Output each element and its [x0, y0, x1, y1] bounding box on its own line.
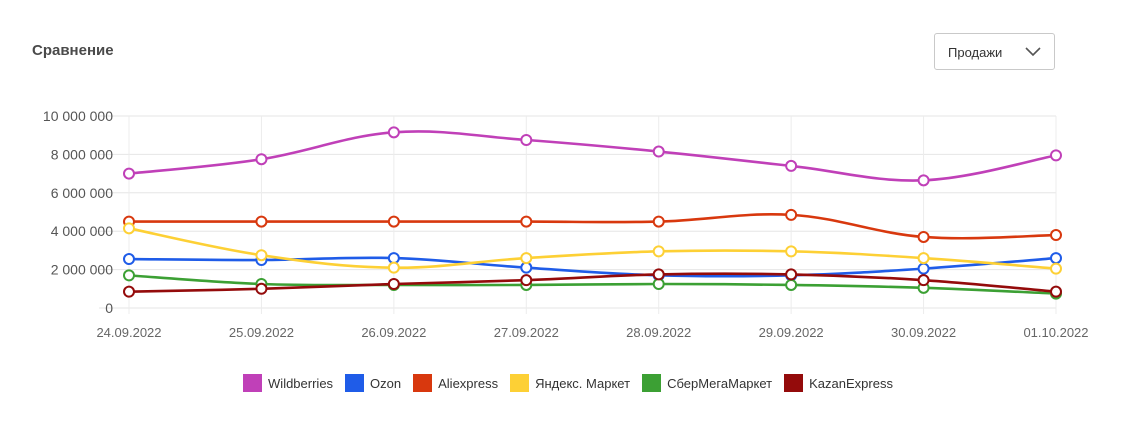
y-tick-label: 2 000 000 — [51, 262, 113, 278]
x-tick-label: 29.09.2022 — [759, 325, 824, 340]
data-point-wildberries — [652, 145, 665, 158]
legend-label: KazanExpress — [809, 375, 893, 391]
x-tick-label: 30.09.2022 — [891, 325, 956, 340]
data-point-aliexpress — [255, 215, 268, 228]
data-point-ozon — [387, 252, 400, 265]
metric-select-value: Продажи — [948, 45, 1003, 60]
line-chart: 0 2 000 000 4 000 000 6 000 000 8 000 000 10 … — [43, 108, 1089, 340]
data-point-яндекс-маркет — [520, 252, 533, 265]
data-point-wildberries — [123, 167, 135, 180]
series-line-aliexpress — [129, 213, 1057, 240]
legend-swatch — [510, 374, 530, 392]
data-point-aliexpress — [917, 230, 930, 243]
data-point-aliexpress — [652, 215, 665, 228]
legend-label: Ozon — [370, 375, 402, 391]
legend-item[interactable]: Яндекс. Маркет — [510, 374, 630, 392]
legend-item[interactable]: KazanExpress — [784, 374, 893, 392]
legend-item[interactable]: СберМегаМаркет — [642, 374, 772, 392]
data-point-kazanexpress — [387, 278, 400, 290]
data-point-wildberries — [520, 134, 533, 146]
data-point-aliexpress — [387, 215, 400, 228]
data-point-ozon — [123, 253, 135, 266]
legend-swatch — [243, 374, 263, 392]
legend-label: Aliexpress — [438, 375, 499, 391]
data-point-яндекс-маркет — [785, 245, 798, 258]
data-point-aliexpress — [1050, 229, 1062, 242]
legend-swatch — [642, 374, 662, 392]
x-tick-label: 26.09.2022 — [361, 325, 426, 340]
legend-item[interactable]: Aliexpress — [413, 374, 498, 392]
data-point-яндекс-маркет — [1050, 262, 1062, 275]
x-tick-label: 25.09.2022 — [229, 325, 294, 340]
legend-label: Яндекс. Маркет — [535, 375, 631, 391]
legend-item[interactable]: Wildberries — [243, 374, 333, 392]
data-point-wildberries — [387, 126, 400, 139]
data-point-kazanexpress — [520, 274, 533, 287]
metric-select[interactable]: Продажи — [934, 33, 1055, 70]
data-point-kazanexpress — [785, 268, 798, 281]
data-point-wildberries — [1050, 149, 1062, 162]
data-point-ozon — [917, 262, 930, 275]
y-tick-label: 4 000 000 — [51, 223, 113, 239]
data-point-яндекс-маркет — [255, 249, 268, 262]
x-tick-label: 27.09.2022 — [494, 325, 559, 340]
x-tick-label: 24.09.2022 — [96, 325, 161, 340]
chart-title: Сравнение — [32, 42, 114, 59]
legend-label: СберМегаМаркет — [667, 375, 773, 391]
series-line-ozon — [128, 256, 1057, 278]
x-tick-label: 28.09.2022 — [626, 325, 691, 340]
data-point-aliexpress — [520, 215, 533, 228]
y-tick-label: 0 — [105, 300, 113, 316]
y-tick-label: 10 000 000 — [43, 108, 113, 124]
data-point-яндекс-маркет — [917, 252, 930, 265]
data-point-яндекс-маркет — [123, 222, 135, 235]
data-point-сбермегамаркет — [652, 278, 665, 290]
legend-swatch — [784, 374, 804, 392]
legend-item[interactable]: Ozon — [345, 374, 401, 392]
data-point-kazanexpress — [917, 274, 930, 287]
data-point-kazanexpress — [652, 268, 665, 281]
chevron-down-icon — [1024, 45, 1042, 64]
legend-swatch — [345, 374, 365, 392]
data-point-wildberries — [785, 159, 798, 172]
data-point-wildberries — [255, 153, 268, 166]
chart-legend: Wildberries Ozon Aliexpress Яндекс. Маркет С… — [0, 374, 1136, 392]
series-line-kazanexpress — [128, 272, 1057, 293]
data-point-яндекс-маркет — [387, 261, 400, 274]
series-line-wildberries — [128, 130, 1057, 182]
data-point-сбермегамаркет — [785, 278, 798, 291]
data-point-aliexpress — [785, 208, 798, 221]
data-point-kazanexpress — [123, 285, 135, 298]
data-point-сбермегамаркет — [123, 269, 135, 282]
data-point-ozon — [1050, 252, 1062, 265]
data-point-kazanexpress — [255, 282, 268, 295]
legend-swatch — [413, 374, 433, 392]
series-line-яндекс-маркет — [128, 227, 1057, 270]
y-tick-label: 8 000 000 — [51, 146, 113, 162]
series-line-сбермегамаркет — [128, 274, 1057, 295]
y-tick-label: 6 000 000 — [51, 185, 113, 201]
data-point-wildberries — [917, 174, 930, 187]
data-point-ozon — [520, 261, 533, 274]
legend-label: Wildberries — [268, 375, 334, 391]
data-point-яндекс-маркет — [652, 245, 665, 258]
data-point-kazanexpress — [1050, 285, 1062, 298]
x-tick-label: 01.10.2022 — [1023, 325, 1088, 340]
